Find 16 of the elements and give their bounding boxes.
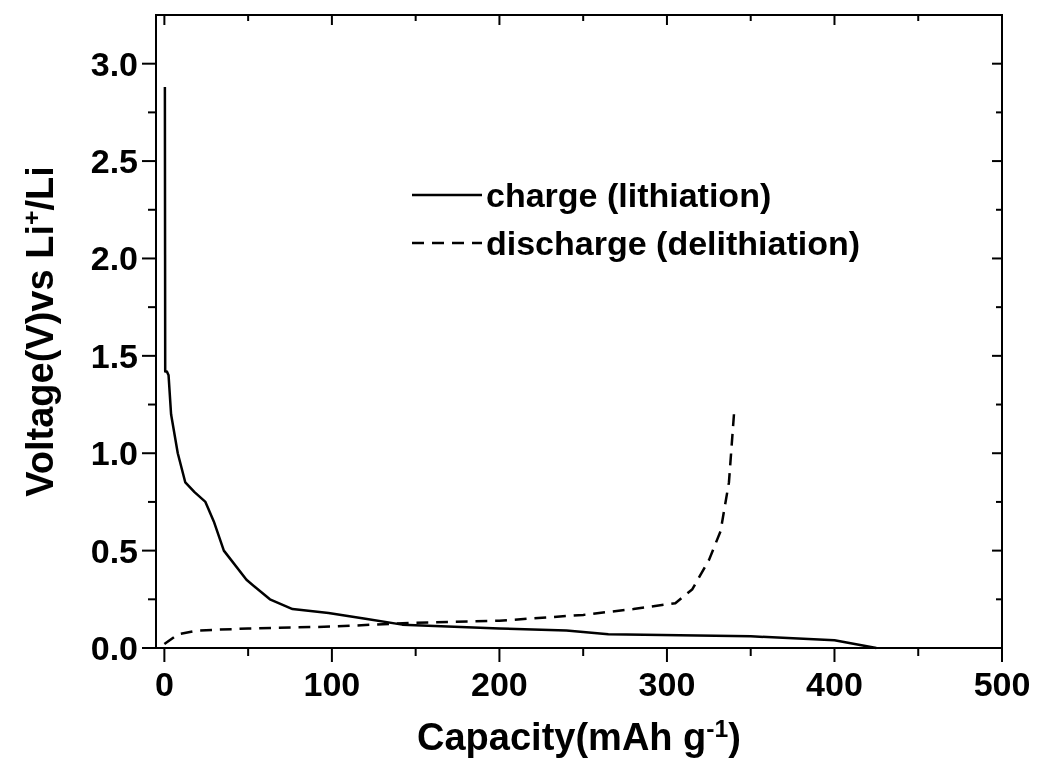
x-tick-label: 400 xyxy=(806,665,863,703)
x-axis-title: Capacity(mAh g$^{-1}$) xyxy=(417,714,741,758)
x-tick-label: 500 xyxy=(973,665,1031,703)
x-tick-label: 0 xyxy=(154,665,174,703)
legend-label: charge (lithiation) xyxy=(486,176,772,214)
x-tick-label: 300 xyxy=(638,665,696,703)
y-tick-label: 1.5 xyxy=(90,336,138,375)
y-tick-label: 0.0 xyxy=(90,629,138,667)
x-tick-label: 200 xyxy=(471,665,528,703)
legend-label: discharge (delithiation) xyxy=(486,224,861,262)
y-tick-label: 0.5 xyxy=(90,531,138,570)
y-tick-label: 2.5 xyxy=(90,142,138,181)
y-tick-label: 3.0 xyxy=(90,44,138,83)
y-tick-label: 2.0 xyxy=(90,239,138,278)
y-tick-label: 1.0 xyxy=(90,434,138,473)
x-tick-label: 100 xyxy=(303,665,361,703)
